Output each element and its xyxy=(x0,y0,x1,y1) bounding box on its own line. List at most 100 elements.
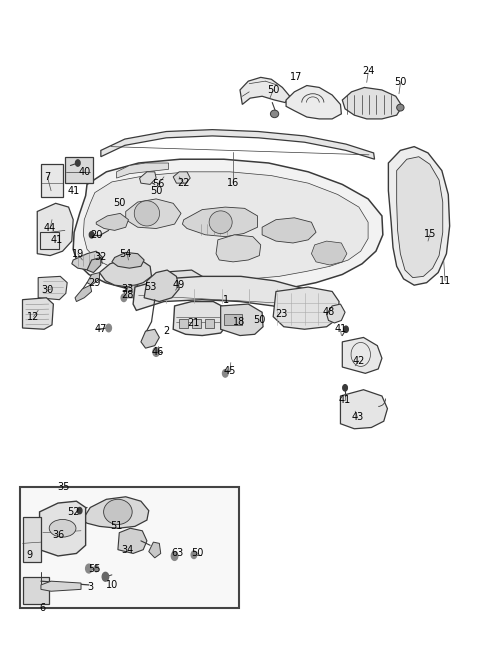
Circle shape xyxy=(75,160,80,166)
Text: 50: 50 xyxy=(192,548,204,558)
Text: 10: 10 xyxy=(106,580,118,590)
Text: 50: 50 xyxy=(113,198,125,209)
Text: 29: 29 xyxy=(89,277,101,288)
Bar xyxy=(65,157,93,183)
Text: 56: 56 xyxy=(152,179,164,190)
Polygon shape xyxy=(144,270,179,302)
Text: 50: 50 xyxy=(267,85,279,95)
Text: 49: 49 xyxy=(173,280,185,290)
Polygon shape xyxy=(112,253,144,268)
Text: 23: 23 xyxy=(276,309,288,319)
Bar xyxy=(205,319,214,328)
Polygon shape xyxy=(37,203,73,256)
Text: 30: 30 xyxy=(41,285,53,295)
Text: 44: 44 xyxy=(44,224,56,234)
Polygon shape xyxy=(126,199,181,228)
Text: 36: 36 xyxy=(52,529,64,540)
Circle shape xyxy=(191,551,197,558)
Text: 28: 28 xyxy=(121,290,133,300)
Ellipse shape xyxy=(396,104,404,111)
Text: 55: 55 xyxy=(89,564,101,573)
Bar xyxy=(39,232,59,249)
Circle shape xyxy=(94,565,98,572)
Text: 34: 34 xyxy=(121,544,133,555)
Text: 9: 9 xyxy=(26,550,32,560)
Text: 63: 63 xyxy=(172,548,184,558)
Text: 41: 41 xyxy=(339,396,351,405)
Text: 33: 33 xyxy=(121,284,133,294)
Text: 41: 41 xyxy=(50,235,63,245)
Bar xyxy=(23,577,49,604)
Text: 17: 17 xyxy=(290,72,302,83)
Polygon shape xyxy=(221,304,263,336)
Polygon shape xyxy=(75,285,92,302)
Polygon shape xyxy=(124,285,140,298)
Polygon shape xyxy=(326,304,345,323)
Text: 46: 46 xyxy=(152,347,164,357)
Polygon shape xyxy=(41,581,81,591)
Polygon shape xyxy=(87,257,101,273)
Polygon shape xyxy=(273,287,339,329)
Polygon shape xyxy=(342,87,402,119)
Text: 42: 42 xyxy=(353,356,365,366)
Polygon shape xyxy=(133,276,338,323)
Polygon shape xyxy=(286,85,341,119)
Circle shape xyxy=(223,369,228,377)
Circle shape xyxy=(344,326,348,333)
Polygon shape xyxy=(396,157,443,277)
Text: 19: 19 xyxy=(72,249,84,258)
Text: 12: 12 xyxy=(27,312,40,321)
Polygon shape xyxy=(149,542,161,558)
Polygon shape xyxy=(140,172,156,184)
Text: 18: 18 xyxy=(233,317,245,327)
Text: 32: 32 xyxy=(95,253,107,262)
Circle shape xyxy=(343,384,348,391)
Text: 1: 1 xyxy=(223,295,229,304)
Polygon shape xyxy=(118,528,147,554)
Polygon shape xyxy=(73,159,383,295)
Polygon shape xyxy=(240,77,290,104)
Polygon shape xyxy=(84,172,368,281)
Text: 52: 52 xyxy=(67,507,80,517)
Text: 11: 11 xyxy=(439,276,451,286)
Circle shape xyxy=(153,348,159,356)
Text: 15: 15 xyxy=(424,228,436,239)
Polygon shape xyxy=(141,329,159,348)
Ellipse shape xyxy=(209,211,232,234)
Polygon shape xyxy=(262,218,316,243)
Text: 6: 6 xyxy=(40,604,46,613)
Text: 24: 24 xyxy=(362,66,374,76)
Ellipse shape xyxy=(104,499,132,525)
Polygon shape xyxy=(182,207,257,237)
Text: 40: 40 xyxy=(78,167,90,177)
Polygon shape xyxy=(312,241,347,265)
Polygon shape xyxy=(216,235,261,262)
Polygon shape xyxy=(23,298,53,329)
Text: 41: 41 xyxy=(68,186,80,195)
Circle shape xyxy=(171,552,178,560)
Polygon shape xyxy=(96,213,129,230)
Polygon shape xyxy=(173,172,190,183)
Text: 50: 50 xyxy=(253,316,265,325)
Circle shape xyxy=(85,564,92,573)
Text: 50: 50 xyxy=(150,186,162,195)
Bar xyxy=(20,487,239,608)
Polygon shape xyxy=(138,283,172,302)
Polygon shape xyxy=(39,501,85,556)
Circle shape xyxy=(106,324,111,332)
Polygon shape xyxy=(87,273,99,285)
Text: 45: 45 xyxy=(224,366,236,376)
Polygon shape xyxy=(388,147,450,285)
Text: 51: 51 xyxy=(110,522,123,531)
Bar xyxy=(192,319,201,328)
Circle shape xyxy=(89,232,94,238)
Bar xyxy=(41,164,63,197)
Circle shape xyxy=(121,294,127,302)
Text: 22: 22 xyxy=(178,178,190,188)
Polygon shape xyxy=(340,390,387,429)
Text: 47: 47 xyxy=(95,324,107,335)
Bar xyxy=(23,517,41,562)
Polygon shape xyxy=(101,130,374,159)
Text: 16: 16 xyxy=(227,178,239,188)
Bar xyxy=(224,314,242,325)
